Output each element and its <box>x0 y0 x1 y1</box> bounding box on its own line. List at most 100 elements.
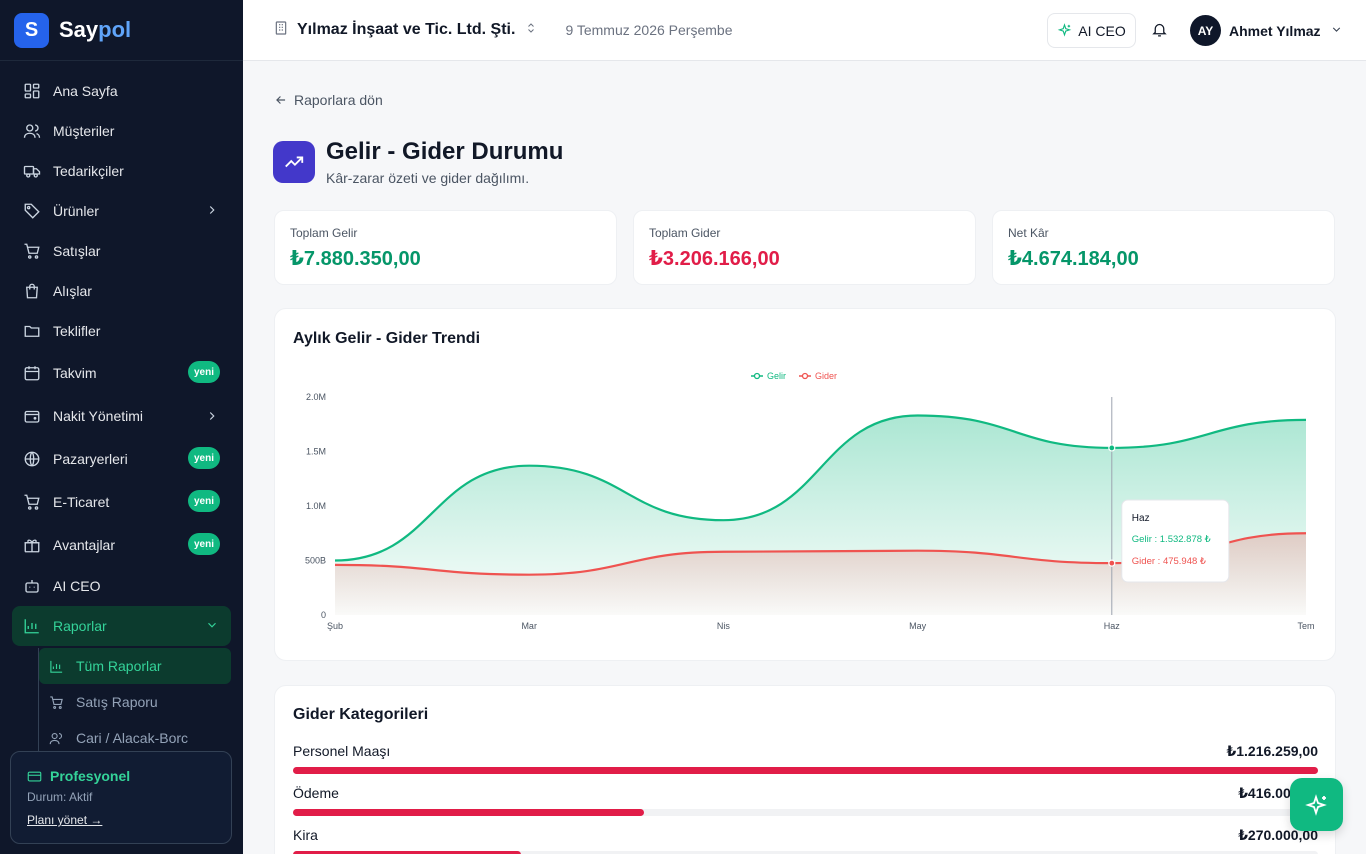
bar-chart-icon <box>49 657 67 675</box>
trending-up-icon <box>273 141 315 183</box>
category-bar-fill <box>293 851 521 854</box>
users-icon <box>49 729 67 747</box>
y-tick-label: 1.5M <box>306 447 326 457</box>
stat-value: ₺4.674.184,00 <box>1008 248 1139 270</box>
sidebar-item-avantajlar[interactable]: Avantajlar yeni <box>12 523 231 566</box>
series-line-gelir <box>334 414 1307 562</box>
page-title: Gelir - Gider Durumu <box>326 138 564 165</box>
category-bar-track <box>293 767 1318 774</box>
new-badge: yeni <box>188 361 220 383</box>
category-bar-track <box>293 851 1318 854</box>
sidebar-item-takvim[interactable]: Takvim yeni <box>12 351 231 394</box>
avatar: AY <box>1190 15 1221 46</box>
y-tick-label: 2.0M <box>306 392 326 402</box>
x-tick-label: Haz <box>1104 621 1121 631</box>
submenu-item-cari-alacak-borc[interactable]: Cari / Alacak-Borc <box>39 720 231 756</box>
stat-label: Toplam Gider <box>649 226 721 240</box>
stat-total-income: Toplam Gelir ₺7.880.350,00 <box>274 210 617 285</box>
tooltip-point-gider <box>1108 559 1116 567</box>
top-header: Yılmaz İnşaat ve Tic. Ltd. Şti. 9 Temmuz… <box>243 0 1366 61</box>
logo-text: Saypol <box>59 17 132 42</box>
sidebar-item-pazaryerleri[interactable]: Pazaryerleri yeni <box>12 437 231 480</box>
category-bar-fill <box>293 767 1318 774</box>
users-icon <box>22 121 42 141</box>
series-area-gider <box>335 533 1306 615</box>
expense-category-row: Kira ₺270.000,00 <box>293 827 1318 854</box>
category-label: Kira <box>293 827 318 843</box>
sidebar-item-label: Ürünler <box>53 203 99 219</box>
x-tick-label: Nis <box>717 621 730 631</box>
category-label: Ödeme <box>293 785 339 801</box>
y-tick-label: 500B <box>305 556 326 566</box>
arrow-left-icon <box>276 96 286 104</box>
sidebar-item-e-ticaret[interactable]: E-Ticaret yeni <box>12 480 231 523</box>
shopping-cart-icon <box>22 492 42 512</box>
sidebar-item-label: Müşteriler <box>53 123 115 139</box>
sparkle-icon <box>1057 23 1072 37</box>
x-tick-label: May <box>909 621 927 631</box>
sidebar-item-label: Avantajlar <box>53 536 116 553</box>
legend-marker <box>753 372 761 380</box>
sidebar-item-ana-sayfa[interactable]: Ana Sayfa <box>12 71 231 111</box>
plan-status: Durum: Aktif <box>27 790 93 804</box>
sidebar-item-teklifler[interactable]: Teklifler <box>12 311 231 351</box>
raporlar-submenu: Tüm Raporlar Satış Raporu Cari / Alacak-… <box>38 648 231 756</box>
submenu-item-satis-raporu[interactable]: Satış Raporu <box>39 684 231 720</box>
user-menu[interactable]: AY Ahmet Yılmaz <box>1190 15 1343 46</box>
chevron-down-icon <box>1321 23 1343 39</box>
plan-title: Profesyonel <box>27 768 215 784</box>
category-bar-fill <box>293 809 644 816</box>
sidebar-item-raporlar[interactable]: Raporlar <box>12 606 231 646</box>
stat-label: Toplam Gelir <box>290 226 358 240</box>
x-tick-label: Tem <box>1297 621 1314 631</box>
ai-ceo-button[interactable]: AI CEO <box>1047 13 1136 48</box>
sidebar-item-nakit-yonetimi[interactable]: Nakit Yönetimi <box>12 394 231 437</box>
sidebar-item-label: Pazaryerleri <box>53 450 128 467</box>
page-subtitle: Kâr-zarar özeti ve gider dağılımı. <box>326 170 530 186</box>
current-date: 9 Temmuz 2026 Perşembe <box>565 22 733 38</box>
sidebar-nav: Ana Sayfa Müşteriler Tedarikçiler Ürünle… <box>0 61 243 756</box>
company-name: Yılmaz İnşaat ve Tic. Ltd. Şti. <box>297 21 516 38</box>
legend-label: Gelir <box>767 371 786 381</box>
sidebar-item-ai-ceo[interactable]: AI CEO <box>12 566 231 606</box>
bar-chart-icon <box>22 616 42 636</box>
category-amount: ₺270.000,00 <box>1238 827 1318 843</box>
tooltip-box <box>1121 499 1230 583</box>
sidebar-item-urunler[interactable]: Ürünler <box>12 191 231 231</box>
trend-chart-card: 0 500B 1.0M 1.5M 2.0M Şub Mar Nis May Haz Tem Geli… <box>274 308 1336 661</box>
sidebar-item-alislar[interactable]: Alışlar <box>12 271 231 311</box>
category-label: Personel Maaşı <box>293 743 391 759</box>
stat-value: ₺7.880.350,00 <box>290 248 421 270</box>
sidebar-item-label: E-Ticaret <box>53 493 110 510</box>
sidebar: S Saypol Ana Sayfa Müşteriler Tedarikçil… <box>0 0 243 854</box>
sidebar-item-label: Nakit Yönetimi <box>53 407 144 424</box>
calendar-icon <box>22 363 42 383</box>
stat-net-profit: Net Kâr ₺4.674.184,00 <box>992 210 1335 285</box>
x-tick-label: Şub <box>327 621 343 631</box>
wallet-icon <box>22 406 42 426</box>
sidebar-item-satislar[interactable]: Satışlar <box>12 231 231 271</box>
sidebar-item-tedarikciler[interactable]: Tedarikçiler <box>12 151 231 191</box>
logo[interactable]: S Saypol <box>0 0 243 61</box>
chevron-up-down-icon <box>515 21 537 39</box>
cart-icon <box>22 241 42 261</box>
tag-icon <box>22 201 42 221</box>
sidebar-item-label: Tedarikçiler <box>53 163 124 179</box>
bell-icon[interactable] <box>1151 21 1168 43</box>
y-tick-label: 0 <box>321 610 326 620</box>
tooltip-title: Haz <box>1132 513 1150 524</box>
sidebar-item-label: Takvim <box>53 364 97 381</box>
manage-plan-link[interactable]: Planı yönet → <box>27 813 103 827</box>
category-bar-track <box>293 809 1318 816</box>
sidebar-item-label: Teklifler <box>53 323 101 339</box>
company-selector[interactable]: Yılmaz İnşaat ve Tic. Ltd. Şti. <box>273 20 537 41</box>
ai-assistant-button[interactable] <box>1290 778 1343 831</box>
legend-label: Gider <box>815 371 837 381</box>
submenu-item-tum-raporlar[interactable]: Tüm Raporlar <box>39 648 231 684</box>
new-badge: yeni <box>188 447 220 469</box>
building-icon <box>273 20 297 41</box>
back-to-reports-link[interactable]: Raporlara dön <box>274 92 383 108</box>
sidebar-item-label: Raporlar <box>53 618 107 634</box>
sidebar-item-musteriler[interactable]: Müşteriler <box>12 111 231 151</box>
logo-mark: S <box>14 12 49 48</box>
